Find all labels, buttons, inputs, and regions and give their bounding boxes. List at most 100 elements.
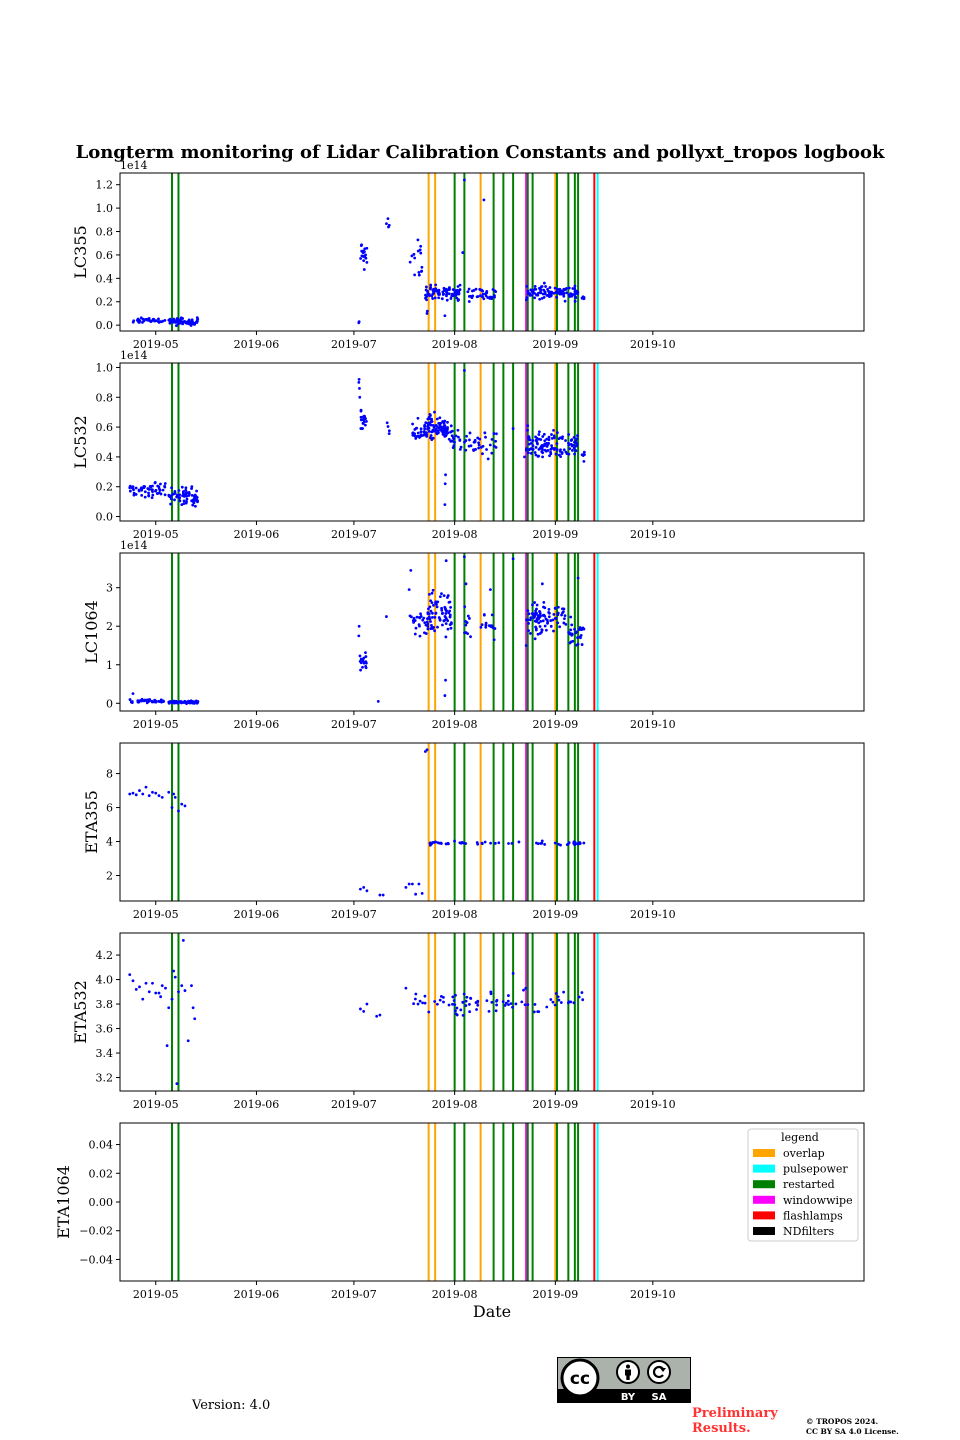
data-point	[476, 842, 480, 846]
data-point	[358, 654, 362, 658]
data-point	[449, 424, 453, 428]
legend-box	[747, 1128, 859, 1242]
data-point	[562, 448, 566, 452]
data-point	[490, 451, 494, 455]
data-point	[536, 614, 540, 617]
data-point	[482, 297, 486, 301]
data-point	[453, 839, 456, 843]
data-point	[427, 429, 431, 433]
data-point	[535, 617, 539, 621]
data-point	[531, 444, 535, 448]
data-point	[434, 287, 438, 291]
data-point	[131, 791, 135, 795]
data-point	[549, 294, 553, 298]
data-point	[545, 444, 549, 448]
data-point	[357, 624, 361, 628]
data-point	[357, 377, 361, 381]
data-point	[511, 972, 515, 975]
data-point	[568, 295, 572, 298]
y-tick-label: 0.04	[89, 1139, 114, 1152]
x-tick-label: 2019-09	[532, 1098, 578, 1111]
data-point	[562, 288, 566, 292]
x-tick-label: 2019-07	[331, 528, 377, 541]
data-point	[532, 291, 535, 294]
data-point	[464, 448, 468, 452]
data-point	[574, 296, 578, 300]
data-point	[433, 1000, 437, 1003]
data-point	[540, 285, 543, 289]
data-point	[582, 841, 586, 845]
data-point	[533, 615, 537, 618]
data-point	[147, 494, 151, 498]
data-point	[454, 993, 457, 997]
data-point	[545, 437, 549, 441]
data-point	[442, 433, 446, 436]
data-point	[386, 217, 390, 220]
data-point	[444, 608, 447, 611]
panel-lc355: 0.0 0.2 0.4 0.6 0.8 1.0 1.2 2019-05 2019-06 2019-…	[71, 159, 865, 351]
data-point	[537, 433, 541, 436]
data-point	[451, 1002, 454, 1006]
data-point	[429, 620, 432, 623]
x-tick-label: 2019-08	[432, 1098, 478, 1111]
data-point	[404, 886, 408, 889]
data-point	[432, 603, 435, 607]
data-point	[531, 439, 535, 442]
data-point	[364, 666, 368, 670]
data-point	[128, 486, 132, 490]
data-point	[529, 288, 533, 292]
data-point	[419, 251, 423, 255]
data-point	[163, 484, 166, 488]
data-point	[464, 1004, 468, 1007]
data-point	[526, 1003, 530, 1007]
scatter-series-eta355	[128, 748, 586, 897]
data-point	[582, 627, 586, 631]
y-tick-label: 4	[106, 836, 113, 849]
y-tick-label: 0.6	[96, 421, 114, 434]
data-point	[564, 622, 568, 626]
data-point	[178, 321, 182, 325]
data-point	[569, 1000, 573, 1004]
data-point	[526, 424, 530, 428]
data-point	[182, 502, 186, 506]
y-tick-label: 0.2	[96, 296, 114, 309]
data-point	[440, 429, 444, 433]
data-point	[557, 998, 561, 1002]
data-point	[532, 1010, 536, 1014]
data-point	[550, 436, 554, 440]
data-point	[387, 429, 391, 433]
data-point	[171, 493, 175, 496]
data-point	[429, 434, 433, 437]
data-point	[457, 435, 460, 439]
data-point	[439, 841, 443, 845]
y-tick-label: 2	[106, 620, 113, 633]
data-point	[181, 938, 185, 942]
data-point	[497, 841, 501, 845]
data-point	[413, 256, 417, 260]
panel-eta355: 2 4 6 8 2019-05 2019-06 2019-07 2019-08 2019-09 2…	[82, 742, 865, 921]
data-point	[431, 292, 435, 296]
x-tick-label: 2019-10	[630, 1098, 676, 1111]
data-point	[534, 612, 538, 616]
chart-title: Longterm monitoring of Lidar Calibration…	[76, 142, 885, 163]
copyright-line-1: © TROPOS 2024.	[806, 1417, 879, 1426]
data-point	[488, 443, 492, 447]
data-point	[447, 842, 450, 846]
data-point	[153, 480, 157, 484]
data-point	[193, 493, 197, 497]
data-point	[157, 487, 161, 491]
y-axis-label: ETA1064	[54, 1165, 73, 1239]
data-point	[446, 627, 450, 631]
data-point	[537, 454, 541, 458]
data-point	[568, 641, 572, 645]
y-tick-label: 0.6	[96, 249, 114, 262]
data-point	[450, 434, 454, 438]
data-point	[443, 419, 447, 423]
data-point	[562, 621, 566, 625]
data-point	[535, 603, 539, 607]
data-point	[428, 605, 432, 609]
data-point	[131, 320, 135, 324]
data-point	[423, 1001, 427, 1005]
data-point	[555, 295, 559, 299]
